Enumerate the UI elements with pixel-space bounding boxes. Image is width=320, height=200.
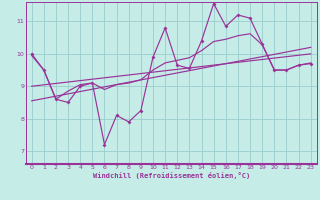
X-axis label: Windchill (Refroidissement éolien,°C): Windchill (Refroidissement éolien,°C) [92,172,250,179]
